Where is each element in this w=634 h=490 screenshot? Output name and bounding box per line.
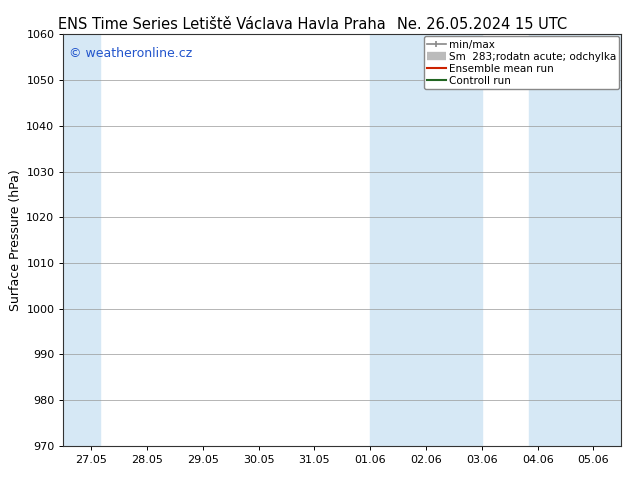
Y-axis label: Surface Pressure (hPa): Surface Pressure (hPa) (9, 169, 22, 311)
Text: ENS Time Series Letiště Václava Havla Praha: ENS Time Series Letiště Václava Havla Pr… (58, 17, 385, 32)
Legend: min/max, Sm  283;rodatn acute; odchylka, Ensemble mean run, Controll run: min/max, Sm 283;rodatn acute; odchylka, … (424, 36, 619, 89)
Bar (63, 34, 100, 446)
Text: Ne. 26.05.2024 15 UTC: Ne. 26.05.2024 15 UTC (397, 17, 567, 32)
Bar (529, 34, 621, 446)
Text: © weatheronline.cz: © weatheronline.cz (69, 47, 192, 60)
Bar (370, 34, 482, 446)
